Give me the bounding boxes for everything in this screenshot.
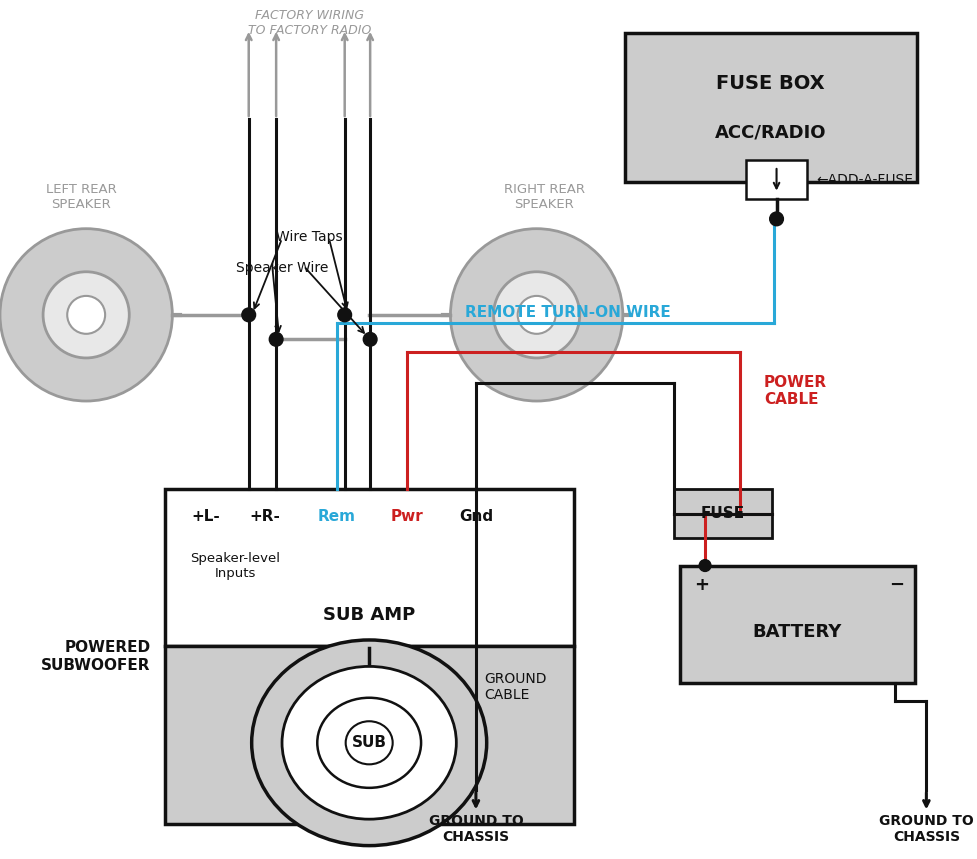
Circle shape: [241, 308, 255, 322]
Circle shape: [699, 560, 710, 571]
Text: FACTORY WIRING
TO FACTORY RADIO: FACTORY WIRING TO FACTORY RADIO: [247, 9, 370, 37]
Text: GROUND
CABLE: GROUND CABLE: [484, 672, 546, 702]
Text: Pwr: Pwr: [391, 509, 423, 524]
Text: SUB: SUB: [352, 735, 386, 750]
Text: SUB AMP: SUB AMP: [322, 606, 415, 624]
Text: −: −: [888, 576, 904, 594]
Text: FUSE: FUSE: [700, 506, 744, 521]
Ellipse shape: [317, 698, 421, 788]
Text: FUSE BOX: FUSE BOX: [715, 74, 825, 94]
Text: +L-: +L-: [191, 509, 220, 524]
Ellipse shape: [251, 640, 487, 845]
Text: ←ADD-A-FUSE: ←ADD-A-FUSE: [816, 173, 913, 186]
Circle shape: [0, 228, 172, 401]
Circle shape: [269, 332, 282, 346]
Circle shape: [769, 212, 783, 226]
Text: Speaker Wire: Speaker Wire: [235, 261, 328, 275]
Bar: [673, 489, 771, 538]
Text: GROUND TO
CHASSIS: GROUND TO CHASSIS: [428, 813, 523, 844]
Bar: [679, 565, 913, 683]
Text: BATTERY: BATTERY: [751, 623, 841, 641]
Circle shape: [450, 228, 622, 401]
Text: ACC/RADIO: ACC/RADIO: [714, 124, 826, 142]
Circle shape: [493, 271, 579, 358]
Circle shape: [67, 295, 105, 334]
Bar: [624, 33, 915, 182]
Circle shape: [337, 308, 351, 322]
Text: POWERED
SUBWOOFER: POWERED SUBWOOFER: [41, 641, 150, 673]
Ellipse shape: [345, 722, 393, 765]
Bar: [164, 489, 573, 646]
Ellipse shape: [281, 667, 456, 819]
Bar: [164, 646, 573, 824]
Text: POWER
CABLE: POWER CABLE: [763, 375, 827, 407]
Text: REMOTE TURN-ON WIRE: REMOTE TURN-ON WIRE: [465, 306, 670, 320]
Circle shape: [517, 295, 555, 334]
Text: Gnd: Gnd: [458, 509, 492, 524]
Circle shape: [43, 271, 129, 358]
Text: +: +: [693, 576, 708, 594]
Text: LEFT REAR
SPEAKER: LEFT REAR SPEAKER: [46, 183, 116, 211]
Circle shape: [362, 332, 376, 346]
Text: Rem: Rem: [318, 509, 356, 524]
Text: +R-: +R-: [249, 509, 279, 524]
Bar: [745, 160, 806, 199]
Text: RIGHT REAR
SPEAKER: RIGHT REAR SPEAKER: [503, 183, 584, 211]
Text: Speaker-level
Inputs: Speaker-level Inputs: [190, 551, 279, 580]
Text: GROUND TO
CHASSIS: GROUND TO CHASSIS: [878, 813, 973, 844]
Text: Wire Taps: Wire Taps: [276, 229, 342, 243]
